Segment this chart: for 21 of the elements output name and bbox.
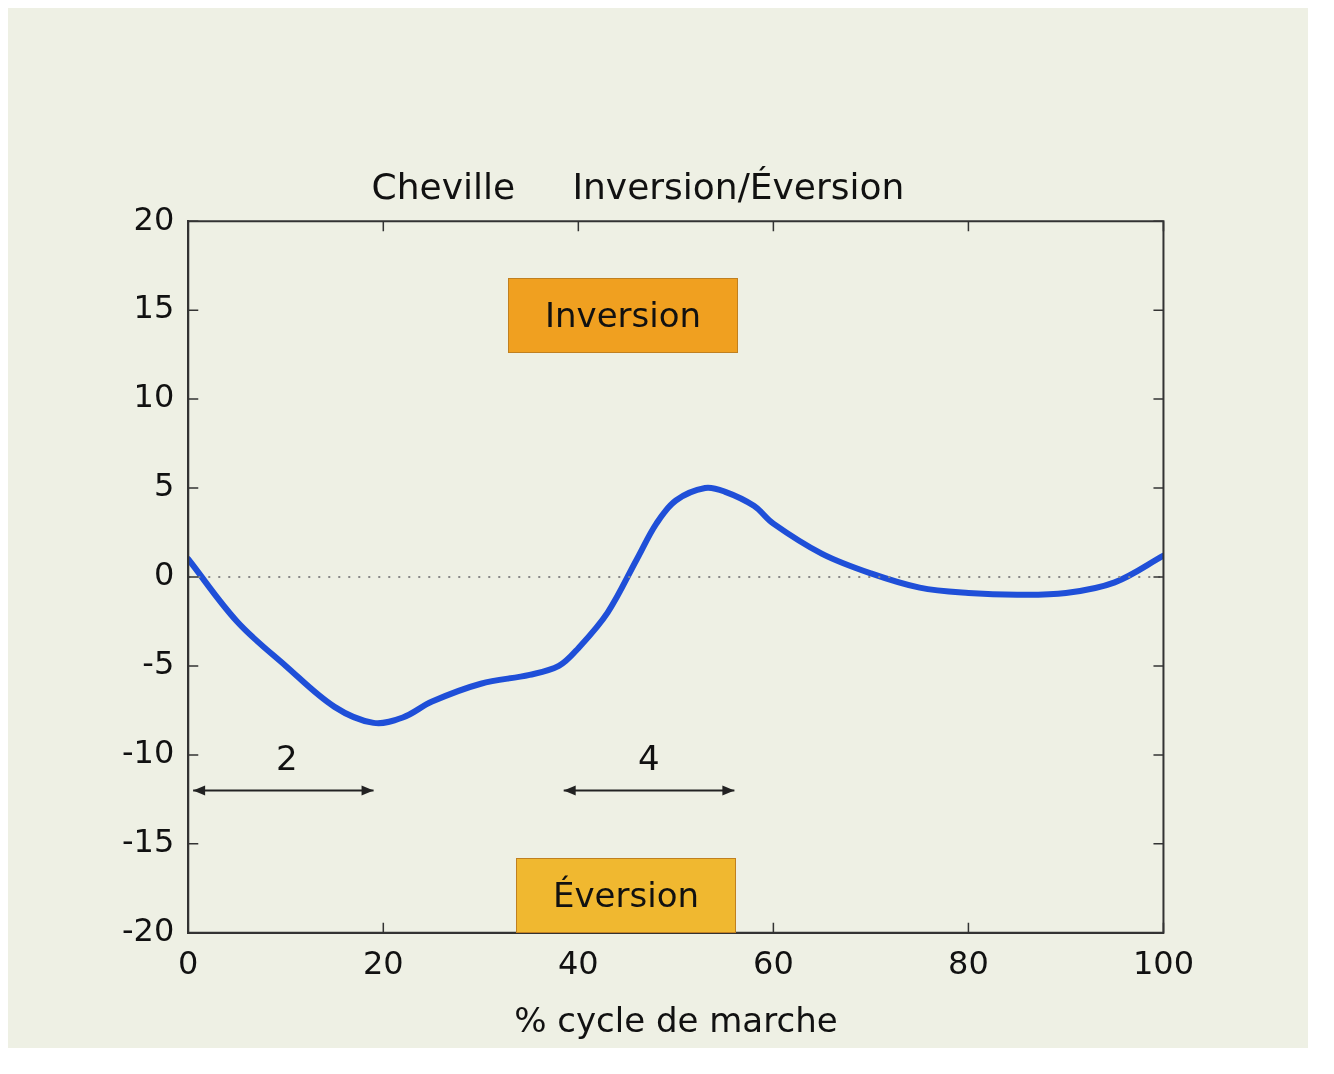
x-tick-label: 0 [178, 944, 199, 983]
y-tick-label: 5 [153, 466, 175, 505]
y-tick-label: 15 [133, 288, 175, 327]
y-tick-label: -5 [142, 644, 175, 683]
x-axis-title: % cycle de marche [514, 1000, 838, 1041]
x-tick-label: 100 [1132, 944, 1194, 983]
x-tick-label: 60 [753, 944, 794, 983]
annotation: 2 [276, 738, 298, 779]
annotation: Éversion [516, 858, 737, 933]
annotation: 4 [638, 738, 660, 779]
y-tick-label: 0 [153, 555, 175, 594]
x-tick-label: 40 [557, 944, 599, 983]
annotation: Inversion [508, 278, 739, 353]
y-tick-label: -15 [122, 822, 175, 861]
y-tick-label: -10 [122, 733, 175, 772]
x-tick-label: 20 [362, 944, 404, 983]
y-tick-label: 10 [133, 377, 175, 416]
y-tick-label: 20 [133, 199, 175, 238]
x-tick-label: 80 [948, 944, 989, 983]
y-tick-label: -20 [122, 911, 175, 950]
chart-title: Cheville Inversion/Éversion [371, 165, 905, 207]
